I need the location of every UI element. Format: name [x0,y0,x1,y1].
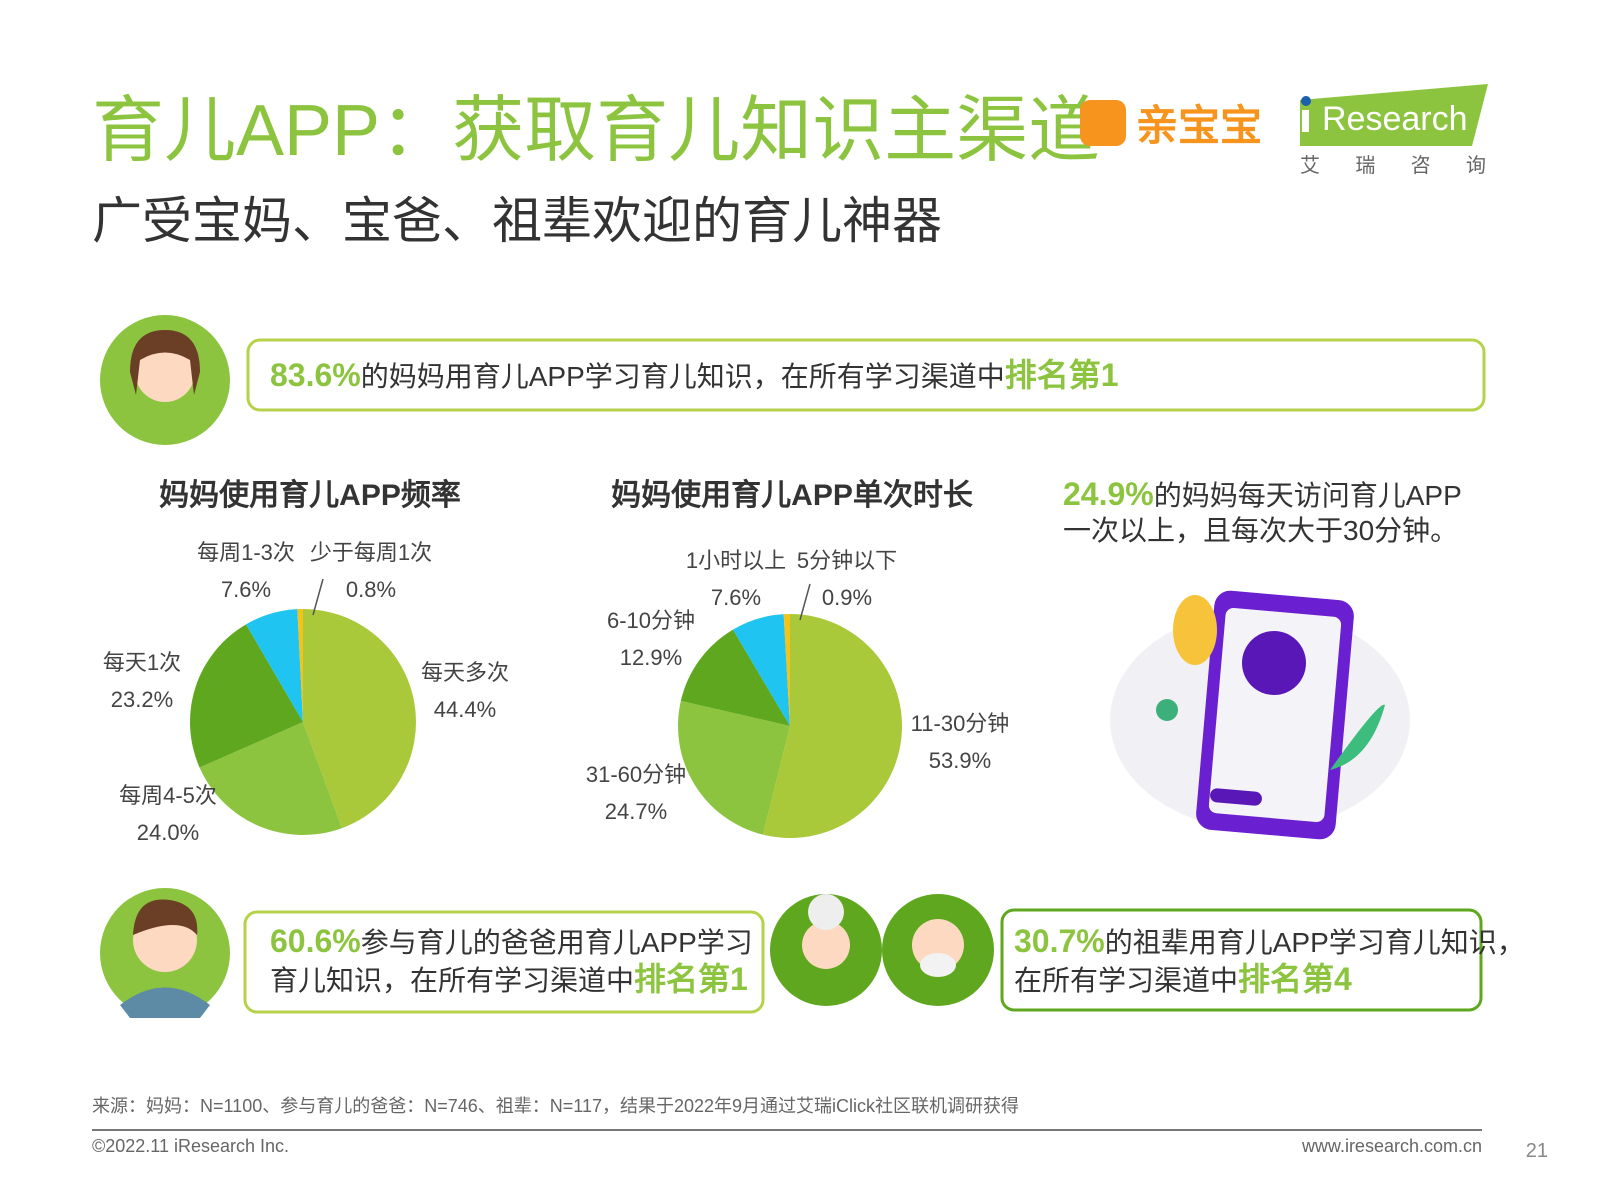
value-label: 24.7% [605,799,667,824]
chart-title: 妈妈使用育儿APP频率 [159,478,461,512]
callout-text: 的妈妈每天访问育儿APP [1154,480,1462,511]
brand: 亲宝宝 [1136,102,1262,149]
logo-sub: 艾 瑞 咨 询 [1300,154,1486,177]
pie-slice [199,722,342,835]
highlight: 24.9% [1063,476,1154,512]
brand-icon [1080,100,1126,146]
slice-label: 每周4-5次 [119,783,217,808]
slice-label: 5分钟以下 [797,548,897,573]
pie-slice [246,609,303,722]
pie-slice [189,624,303,768]
person [1173,595,1217,665]
callout-text: 的妈妈用育儿APP学习育儿知识，在所有学习渠道中 [361,361,1005,392]
value-label: 44.4% [434,697,496,722]
rank: 排名第4 [1238,961,1352,997]
slice-label: 1小时以上 [686,548,786,573]
highlight: 83.6% [270,357,361,393]
rank: 排名第1 [1005,357,1119,393]
callout-text: 的祖辈用育儿APP学习育儿知识， [1105,927,1525,958]
phone-button [1210,788,1262,806]
pie-slice [732,614,790,726]
value-label: 0.8% [346,577,396,602]
avatar-face [135,342,195,402]
avatar-hair [130,330,200,395]
logo-i [1302,110,1309,132]
logo-dot [1301,96,1311,106]
callout: 60.6%参与育儿的爸爸用育儿APP学习 [270,923,753,959]
callout: 育儿知识，在所有学习渠道中排名第1 [270,961,748,997]
callout-box [243,910,765,1014]
leader-line [312,578,324,616]
slice-label: 少于每周1次 [310,540,432,565]
avatar-beard [920,953,956,977]
avatar-hair [808,894,844,930]
callout: 30.7%的祖辈用育儿APP学习育儿知识， [1014,923,1525,959]
avatar-shirt [120,987,210,1018]
slice-label: 每天1次 [103,650,181,675]
slice-label: 每周1-3次 [197,540,295,565]
pie-slice [297,609,303,722]
value-label: 7.6% [221,577,271,602]
source: 来源：妈妈：N=1100、参与育儿的爸爸：N=746、祖辈：N=117，结果于2… [92,1096,1019,1116]
pie-slice [783,614,790,726]
phone-screen [1208,608,1342,822]
page-number: 21 [1526,1140,1548,1162]
phone-avatar [1242,631,1306,695]
highlight: 30.7% [1014,923,1105,959]
value-label: 0.9% [822,585,872,610]
value-label: 23.2% [111,687,173,712]
chart-title: 妈妈使用育儿APP单次时长 [611,478,973,512]
value-label: 7.6% [711,585,761,610]
callout-text: 在所有学习渠道中 [1014,965,1238,996]
slice-label: 每天多次 [421,660,509,685]
callout: 24.9%的妈妈每天访问育儿APP [1063,476,1462,512]
callout-text: 育儿知识，在所有学习渠道中 [270,965,634,996]
copyright: ©2022.11 iResearch Inc. [92,1136,289,1156]
logo-bg [1300,84,1488,146]
avatar-face [802,921,850,969]
pie-slice [303,609,416,829]
slice-label: 11-30分钟 [911,711,1010,736]
subtitle: 广受宝妈、宝爸、祖辈欢迎的育儿神器 [92,193,942,249]
callout-text: 参与育儿的爸爸用育儿APP学习 [361,927,753,958]
callout-box [246,338,1486,412]
logo: Research [1322,100,1468,138]
value-label: 24.0% [137,820,199,845]
leader-line [799,583,811,621]
pie-slice [762,614,902,838]
avatar-hair [133,899,198,935]
flower [1156,699,1178,721]
rank: 排名第1 [634,961,748,997]
value-label: 12.9% [620,645,682,670]
title: 育儿APP：获取育儿知识主渠道 [92,91,1100,171]
callout-text: 一次以上，且每次大于30分钟。 [1063,515,1458,546]
value-label: 53.9% [929,748,991,773]
callout-box [1000,908,1483,1012]
pie-slice [677,700,790,835]
pie-slice [680,629,790,726]
website: www.iresearch.com.cn [1301,1136,1482,1156]
leaf [1330,704,1385,770]
slice-label: 31-60分钟 [586,762,686,787]
highlight: 60.6% [270,923,361,959]
callout: 在所有学习渠道中排名第4 [1014,961,1352,997]
callout: 83.6%的妈妈用育儿APP学习育儿知识，在所有学习渠道中排名第1 [270,357,1119,393]
slice-label: 6-10分钟 [607,608,695,633]
